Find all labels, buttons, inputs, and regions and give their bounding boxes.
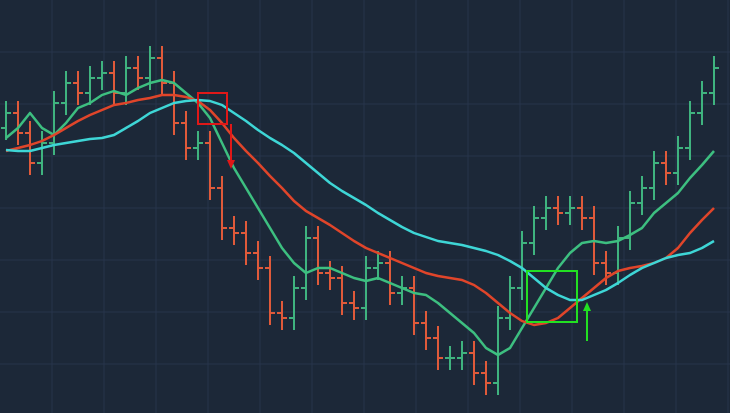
sell-arrow-head [227, 160, 235, 169]
moving-average-line [5, 93, 715, 327]
plot [1, 46, 719, 395]
moving-average-line [5, 98, 715, 302]
annotations [197, 92, 591, 341]
buy-arrow-head [583, 302, 591, 311]
signal-box-sell [197, 92, 228, 125]
moving-average-line [5, 78, 715, 357]
signal-box-buy [526, 270, 578, 323]
